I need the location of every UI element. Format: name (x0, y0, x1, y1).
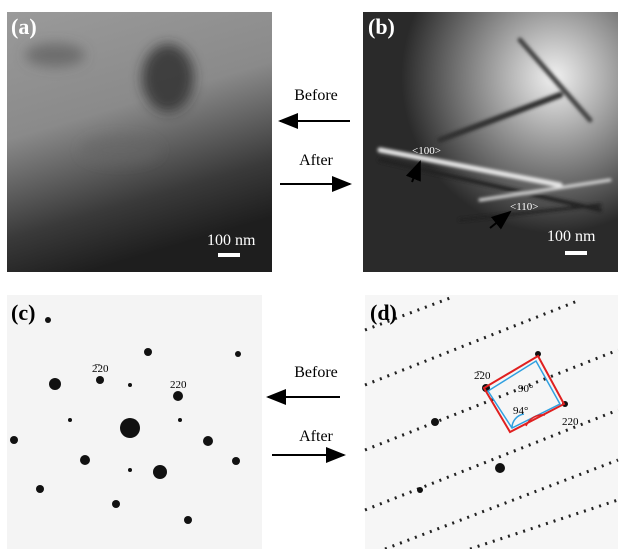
panel-label: (b) (368, 14, 395, 39)
figure: (a) 100 nm (b) <100> <110> 100 nm Before… (0, 0, 625, 549)
diffraction-pattern (365, 295, 618, 549)
angle-label: 94° (513, 405, 528, 417)
panel-label: (c) (11, 300, 35, 325)
arrow-label: Before (294, 87, 338, 104)
panel-d: (d) 2̅20 220 90° 94° (365, 295, 618, 549)
panel-a: (a) 100 nm (7, 12, 272, 272)
scale-bar (565, 251, 587, 255)
panel-b: (b) <100> <110> 100 nm (363, 12, 618, 272)
arrow-label: After (299, 428, 333, 445)
direction-label: <100> (412, 145, 441, 157)
scale-bar (218, 253, 240, 257)
direction-label: <110> (510, 201, 539, 213)
spot-label: 220 (170, 379, 187, 391)
scale-bar-label: 100 nm (207, 232, 256, 249)
spot-label: 220 (562, 416, 579, 428)
arrow-label: Before (294, 364, 338, 381)
page: (a) 100 nm (b) <100> <110> 100 nm Before… (0, 0, 625, 549)
angle-label: 90° (518, 383, 533, 395)
panel-label: (a) (11, 14, 37, 39)
arrow-label: After (299, 152, 333, 169)
spot-label: 2̅20 (92, 363, 109, 375)
panel-c: (c) 2̅20 220 (7, 295, 262, 549)
spot-label: 2̅20 (474, 370, 491, 382)
scale-bar-label: 100 nm (547, 228, 596, 245)
panel-label: (d) (370, 300, 397, 325)
